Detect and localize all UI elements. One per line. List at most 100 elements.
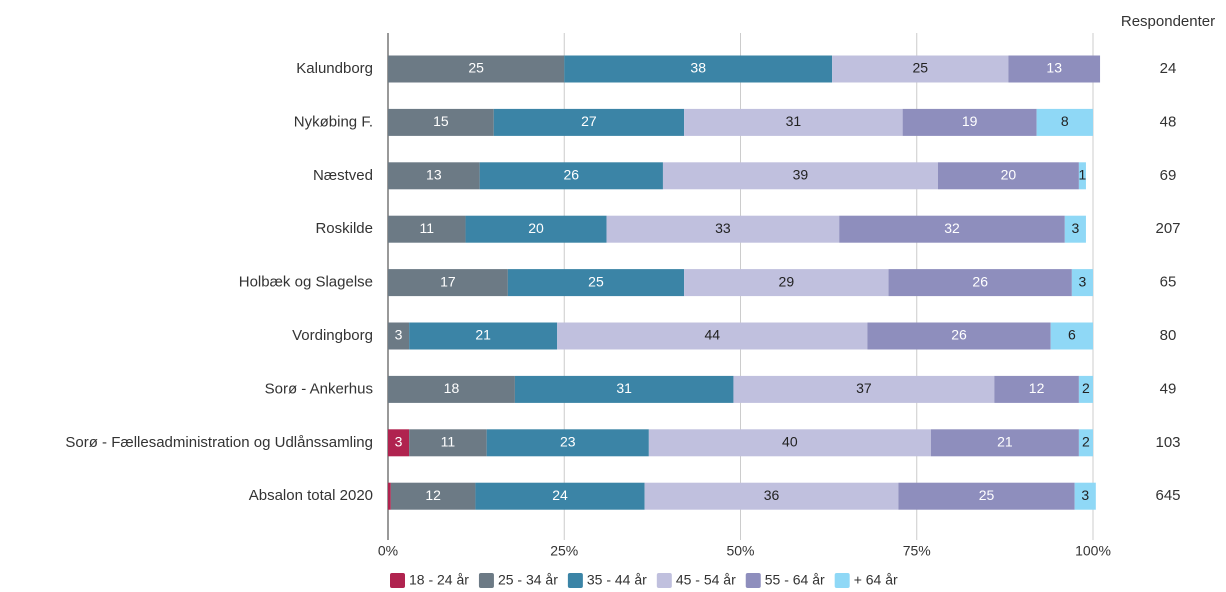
y-tick-label: Kalundborg [296,60,373,77]
bar-segment [648,429,931,457]
data-label: 1 [1079,167,1087,183]
bar-segment [1064,215,1086,243]
bar-segment [388,215,466,243]
data-label: 20 [528,220,544,236]
bar-segment [388,375,515,403]
bar-segment [1078,429,1093,457]
bar-segment [479,162,663,190]
legend-label: 25 - 34 år [498,572,558,588]
bar-segment [390,482,476,510]
data-label: 19 [962,113,978,129]
bar-segment [1071,269,1093,297]
bar-segment [644,482,899,510]
bar-segment [388,482,391,510]
data-label: 36 [764,487,780,503]
data-label: 26 [972,273,988,289]
legend-swatch [567,573,583,588]
x-tick-label: 75% [903,543,931,559]
legend-label: 45 - 54 år [676,572,736,588]
data-label: 2 [1082,434,1090,450]
data-label: 2 [1082,380,1090,396]
bar-segment [388,429,410,457]
x-tick-label: 50% [726,543,754,559]
data-label: 26 [564,167,580,183]
data-label: 32 [944,220,960,236]
data-label: 31 [786,113,802,129]
legend-swatch [834,573,850,588]
data-label: 12 [1029,380,1045,396]
data-label: 33 [715,220,731,236]
data-label: 11 [420,220,435,236]
data-label: 21 [475,327,491,343]
data-label: 3 [1079,273,1087,289]
legend-swatch [390,573,405,588]
data-label: 23 [560,434,576,450]
y-tick-label: Vordingborg [292,327,373,344]
data-label: 26 [951,327,967,343]
y-tick-label: Sorø - Ankerhus [265,380,373,397]
bar-segment [733,375,995,403]
legend-label: 18 - 24 år [409,572,469,588]
data-label: 3 [1081,487,1089,503]
bar-segment [388,269,508,297]
respondents-value: 103 [1155,434,1180,451]
data-label: 37 [856,380,872,396]
bar-segment [994,375,1079,403]
data-label: 40 [782,434,798,450]
respondents-value: 24 [1160,60,1177,77]
data-label: 27 [581,113,597,129]
bar-segment [867,322,1051,350]
data-label: 38 [690,60,706,76]
legend-label: 55 - 64 år [765,572,825,588]
bar-segment [557,322,868,350]
y-tick-label: Nykøbing F. [294,113,373,130]
bar-segment [930,429,1079,457]
legend-swatch [656,573,672,588]
respondents-header: Respondenter [1121,13,1215,30]
data-label: 3 [1071,220,1079,236]
bar-segment [1050,322,1093,350]
data-label: 8 [1061,113,1069,129]
bar-segment [475,482,645,510]
respondents-value: 65 [1160,274,1177,291]
bar-segment [898,482,1075,510]
x-tick-label: 0% [378,543,398,559]
data-label: 17 [440,273,456,289]
data-label: 20 [1001,167,1017,183]
bar-segment [388,108,494,136]
respondents-value: 645 [1155,487,1180,504]
bar-segment [493,108,685,136]
respondents-value: 207 [1155,220,1180,237]
legend-label: 35 - 44 år [587,572,647,588]
data-label: 39 [793,167,809,183]
y-tick-label: Holbæk og Slagelse [239,274,373,291]
y-tick-label: Næstved [313,167,373,184]
x-tick-label: 25% [550,543,578,559]
bar-segment [1036,108,1093,136]
bar-segment [465,215,607,243]
y-tick-label: Sorø - Fællesadministration og Udlånssam… [65,434,373,451]
data-label: 6 [1068,327,1076,343]
bar-segment [684,269,889,297]
data-label: 13 [426,167,442,183]
data-label: 25 [912,60,928,76]
bar-segment [1078,162,1086,190]
data-label: 44 [705,327,721,343]
bar-segment [1074,482,1096,510]
data-label: 25 [588,273,604,289]
respondents-value: 69 [1160,167,1177,184]
bar-segment [388,162,480,190]
bar-segment [662,162,938,190]
data-label: 18 [444,380,460,396]
bar-segment [564,55,833,83]
bar-segment [507,269,685,297]
data-label: 3 [395,434,403,450]
bar-segment [839,215,1065,243]
data-label: 29 [779,273,795,289]
bar-segment [388,322,410,350]
data-label: 24 [552,487,568,503]
bar-segment [937,162,1079,190]
bar-segment [409,322,558,350]
y-tick-label: Roskilde [315,220,373,237]
bar-segment [1078,375,1093,403]
